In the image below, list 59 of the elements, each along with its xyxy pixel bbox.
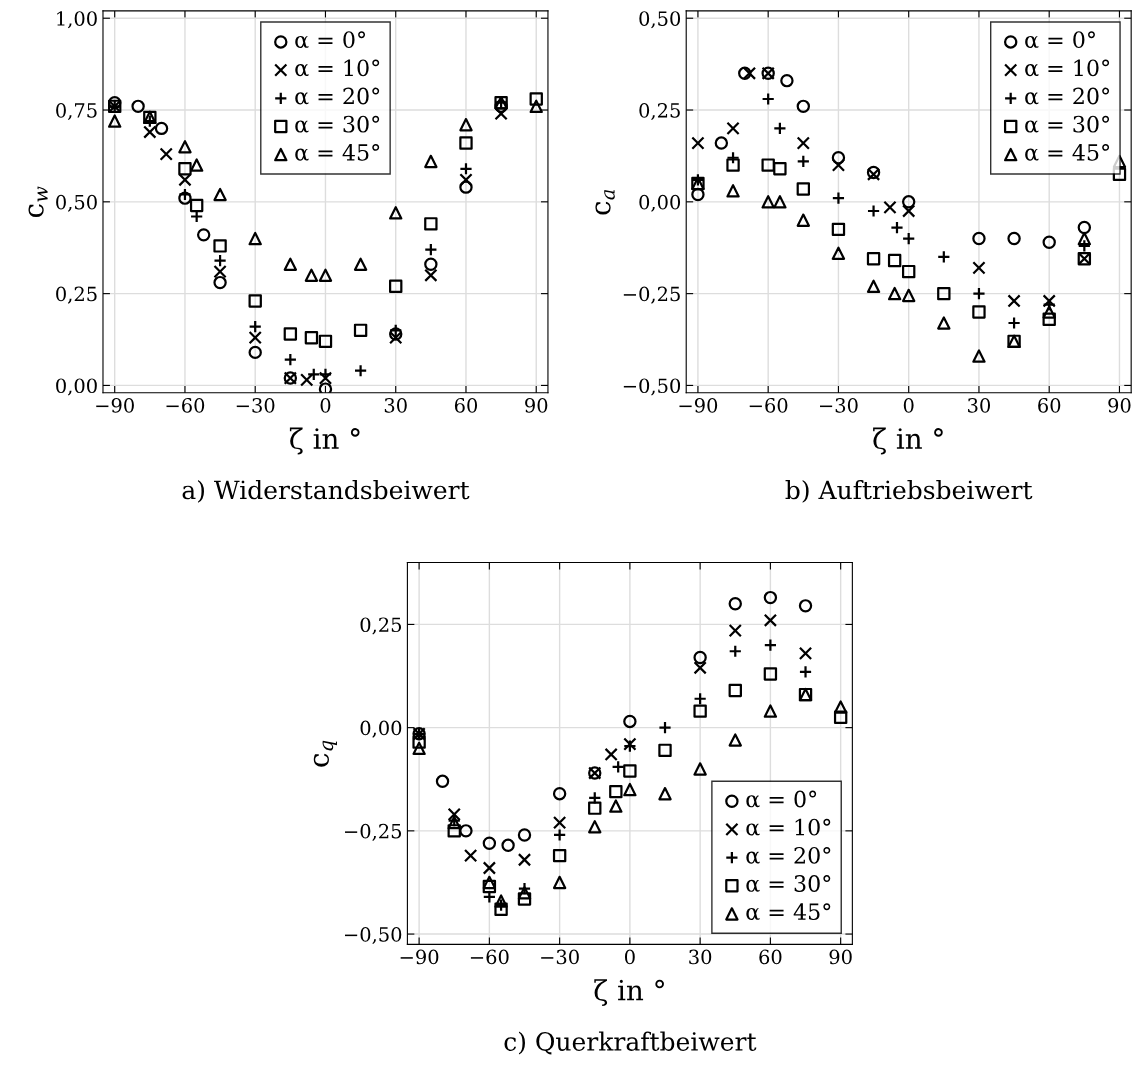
legend-label: α = 10°: [295, 59, 380, 77]
x-tick-label: 90: [1108, 397, 1131, 413]
y-tick-label: −0,25: [623, 286, 680, 304]
y-tick-label: 0,00: [360, 720, 402, 738]
y-tick-label: 0,00: [639, 194, 681, 212]
x-tick-label: 30: [968, 397, 991, 413]
legend-label: α = 30°: [746, 875, 831, 892]
legend-label: α = 30°: [295, 115, 380, 133]
x-tick-label: 60: [759, 949, 782, 965]
x-tick-label: −90: [96, 397, 134, 413]
legend-label: α = 20°: [1025, 87, 1110, 105]
x-tick-label: −30: [819, 397, 858, 413]
x-tick-label: −30: [236, 397, 275, 413]
text: b) Auftriebsbeiwert: [785, 479, 1033, 503]
x-axis-title: ζ in °: [594, 979, 664, 1007]
legend-label: α = 10°: [746, 818, 831, 836]
legend-label: α = 0°: [1025, 31, 1095, 49]
y-tick-label: −0,50: [623, 378, 681, 396]
y-tick-label: 0,25: [639, 102, 680, 121]
y-tick-label: 0,75: [56, 102, 97, 121]
y-axis-title: c$_{a}$: [595, 189, 615, 215]
y-tick-label: 0,25: [56, 286, 97, 304]
x-tick-label: 60: [454, 397, 478, 413]
legend-label: α = 0°: [746, 790, 817, 808]
legend-label: α = 0°: [295, 31, 366, 49]
y-tick-label: 1,00: [57, 11, 97, 29]
x-tick-label: 60: [1038, 397, 1061, 413]
x-tick-label: −90: [679, 397, 718, 413]
x-tick-label: −60: [166, 397, 205, 413]
text: c) Querkraftbeiwert: [504, 1031, 757, 1055]
x-axis-title: ζ in °: [873, 427, 943, 455]
x-axis-title: ζ in °: [289, 427, 360, 455]
x-tick-label: −30: [541, 949, 579, 965]
legend-label: α = 20°: [295, 87, 380, 105]
y-tick-label: 0,50: [639, 11, 681, 29]
y-axis-title: c$_{q}$: [313, 740, 337, 767]
legend-label: α = 45°: [1025, 143, 1110, 161]
y-tick-label: −0,50: [345, 927, 402, 945]
x-tick-label: 90: [525, 397, 548, 413]
y-tick-label: 0,25: [360, 617, 402, 635]
x-tick-label: 0: [320, 397, 331, 413]
x-tick-label: 0: [903, 397, 914, 413]
text: a) Widerstandsbeiwert: [182, 479, 470, 503]
y-axis-title: c$_{w}$: [28, 186, 48, 218]
y-tick-label: 0,00: [56, 378, 97, 396]
x-tick-label: 0: [624, 949, 635, 965]
legend-label: α = 45°: [746, 903, 831, 921]
y-tick-label: 0,50: [56, 194, 97, 212]
legend-label: α = 30°: [1025, 115, 1110, 133]
x-tick-label: 30: [689, 949, 712, 965]
x-tick-label: 90: [829, 949, 852, 965]
legend-label: α = 45°: [295, 143, 380, 161]
x-tick-label: −60: [749, 397, 788, 413]
y-tick-label: −0,25: [345, 823, 402, 841]
x-tick-label: −90: [400, 949, 439, 965]
legend-label: α = 10°: [1025, 59, 1110, 77]
x-tick-label: −60: [470, 949, 509, 965]
legend-label: α = 20°: [746, 846, 831, 864]
x-tick-label: 30: [384, 397, 407, 413]
